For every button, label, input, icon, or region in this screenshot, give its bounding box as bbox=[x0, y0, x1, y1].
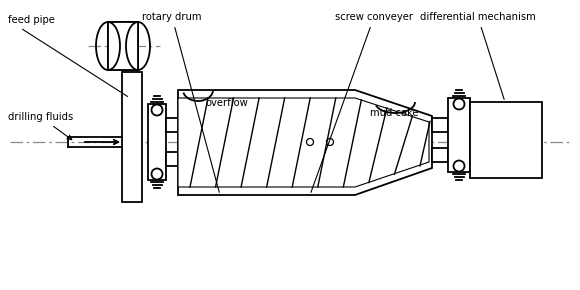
Bar bbox=[122, 72, 142, 202]
Text: differential mechanism: differential mechanism bbox=[420, 12, 536, 99]
Polygon shape bbox=[178, 98, 429, 187]
Bar bbox=[166, 152, 178, 166]
Text: rotary drum: rotary drum bbox=[142, 12, 219, 192]
Polygon shape bbox=[178, 90, 432, 195]
Bar bbox=[448, 98, 470, 172]
Bar bbox=[432, 118, 448, 132]
Bar bbox=[127, 22, 137, 70]
Text: drilling fluids: drilling fluids bbox=[8, 112, 73, 139]
Bar bbox=[108, 22, 138, 70]
Bar bbox=[470, 102, 542, 178]
Bar bbox=[432, 148, 448, 162]
Bar bbox=[108, 22, 138, 70]
Text: mud cake: mud cake bbox=[370, 108, 419, 118]
Bar bbox=[148, 104, 166, 180]
Text: screw conveyer: screw conveyer bbox=[311, 12, 413, 192]
Text: overflow: overflow bbox=[205, 98, 248, 108]
Bar bbox=[166, 118, 178, 132]
Bar bbox=[108, 22, 138, 70]
Text: feed pipe: feed pipe bbox=[8, 15, 128, 97]
